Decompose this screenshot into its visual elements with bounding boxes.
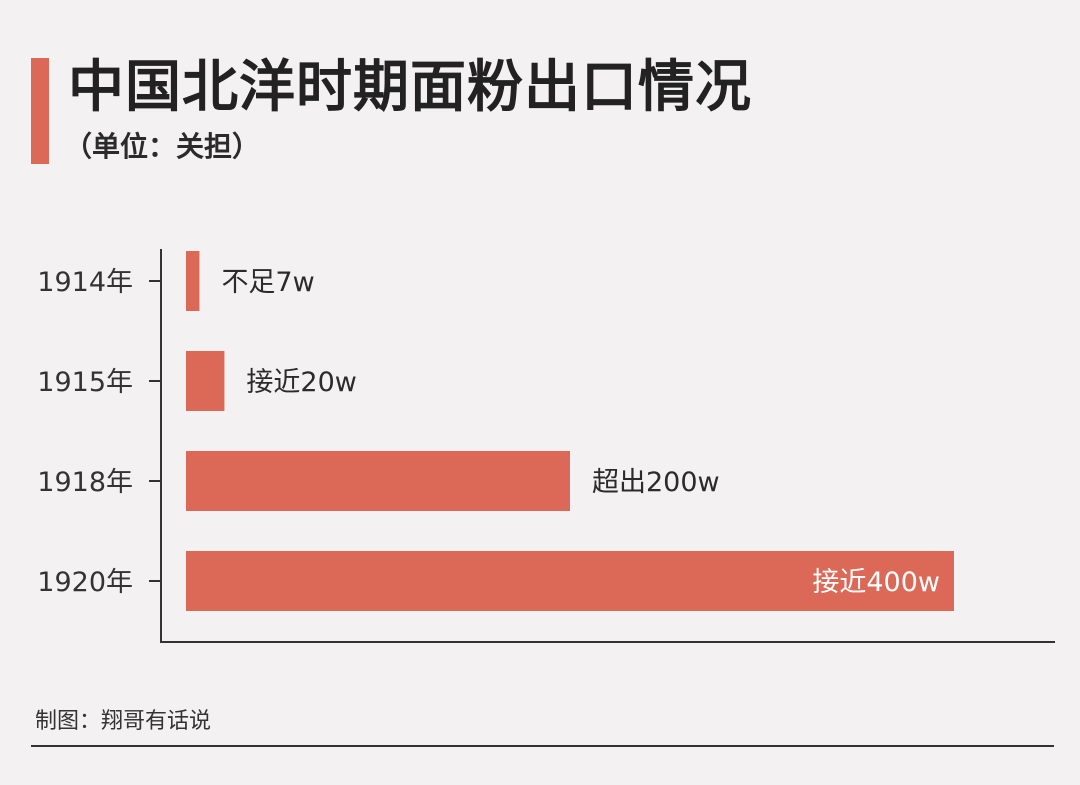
data-label: 接近400w	[812, 567, 940, 598]
chart-title: 中国北洋时期面粉出口情况	[68, 55, 752, 120]
chart-subtitle: （单位：关担）	[64, 130, 261, 163]
bar	[186, 551, 954, 611]
y-tick-label: 1914年	[37, 267, 133, 298]
bar	[186, 451, 570, 511]
y-tick-label: 1918年	[37, 467, 133, 498]
y-tick-label: 1920年	[37, 567, 133, 598]
chart-bars	[186, 251, 954, 611]
data-label: 接近20w	[246, 367, 356, 398]
bar	[186, 251, 200, 311]
bar	[186, 351, 225, 411]
title-accent-bar	[31, 58, 49, 164]
chart-labels: 1914年 不足7w 1915年 接近20w 1918年 超出200w 1920年 接近400…	[37, 267, 940, 598]
chart-axes	[149, 249, 1055, 643]
footer-divider	[31, 745, 1054, 747]
data-label: 超出200w	[592, 467, 720, 498]
data-label: 不足7w	[221, 267, 314, 298]
y-tick-label: 1915年	[37, 367, 133, 398]
footer-credit: 制图：翔哥有话说	[35, 709, 212, 734]
